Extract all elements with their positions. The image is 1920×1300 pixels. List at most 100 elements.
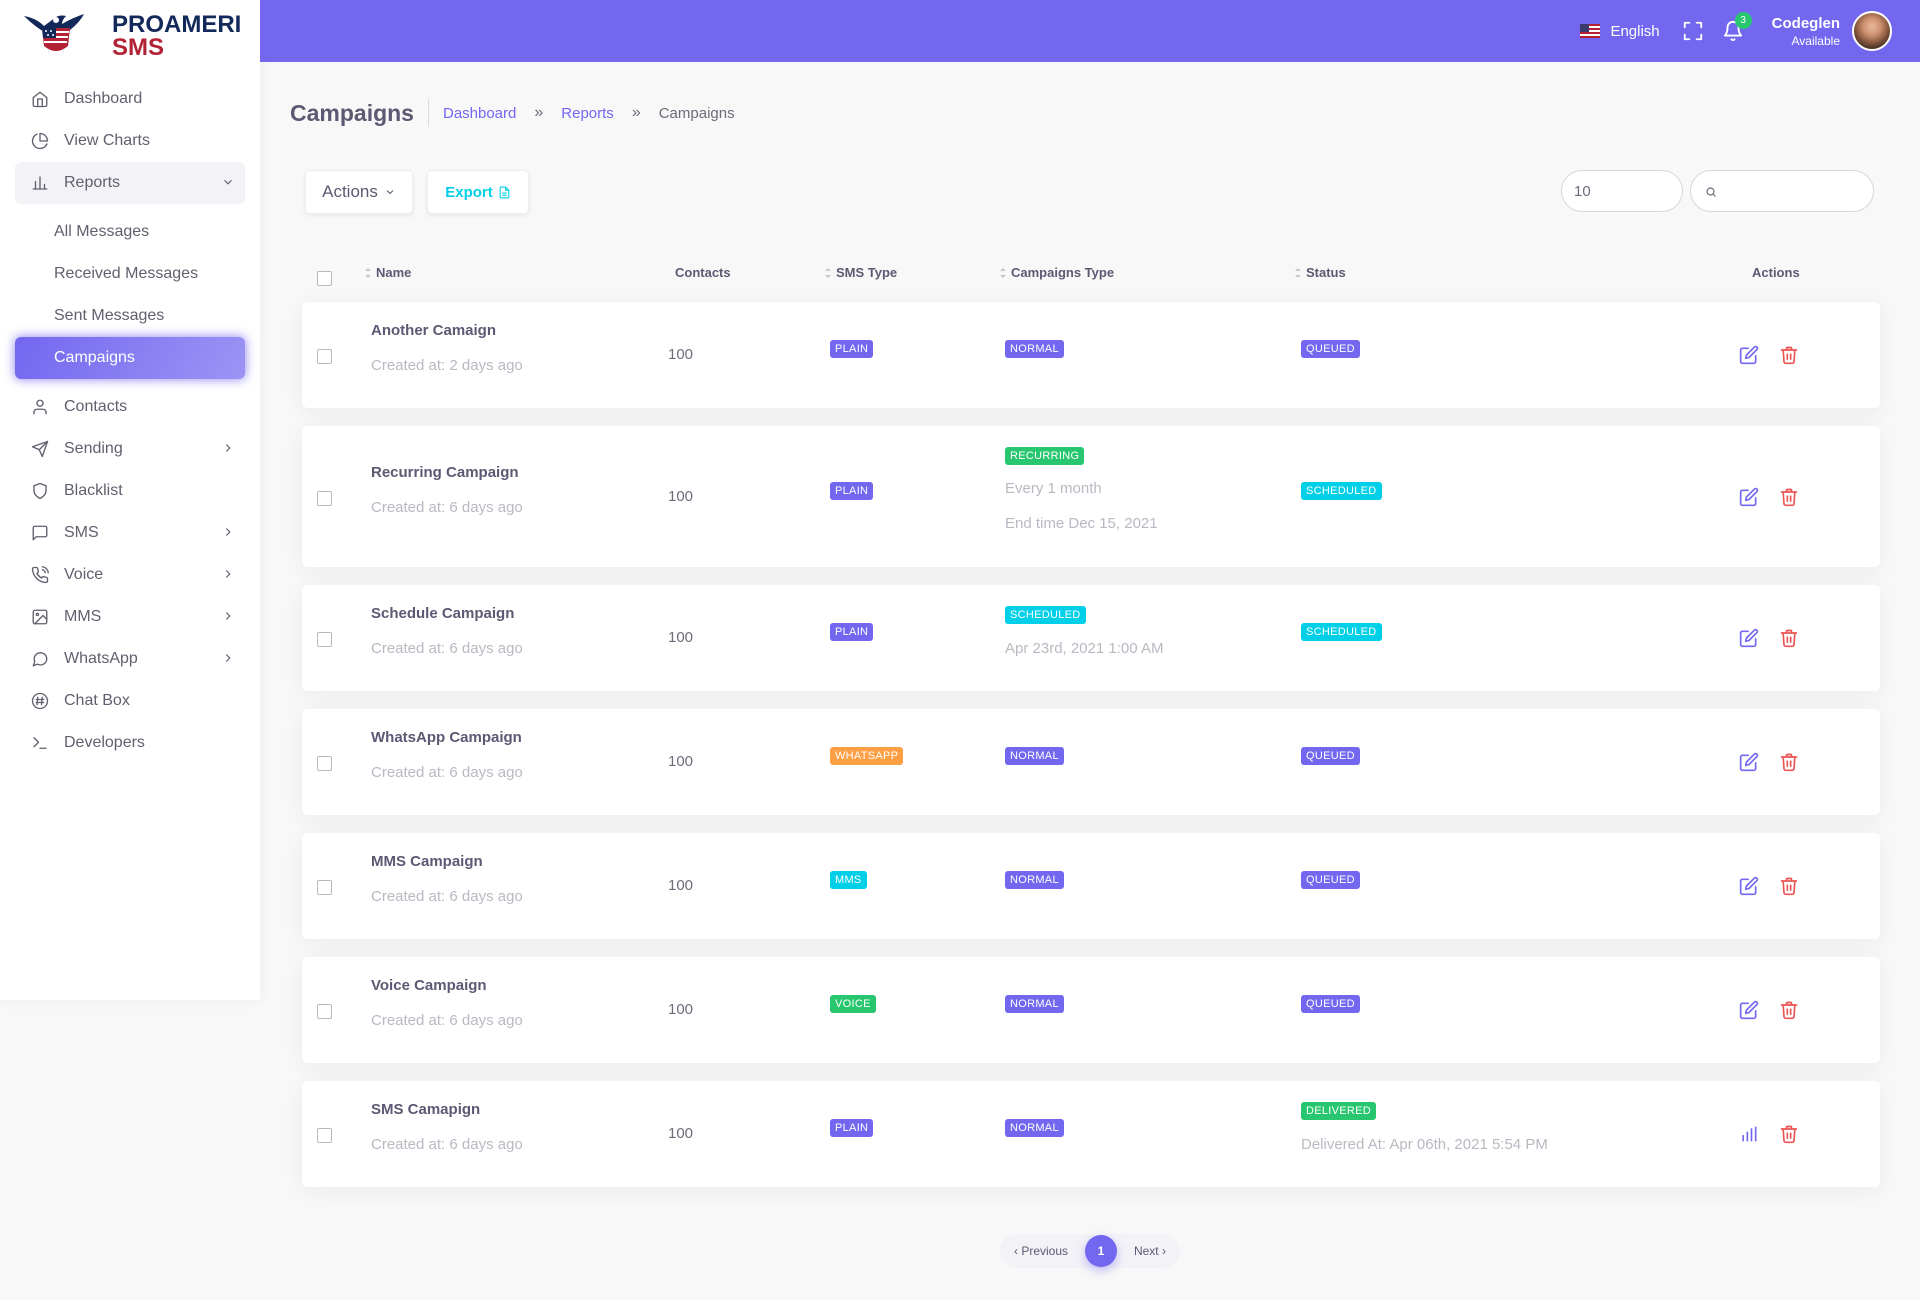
trash-icon[interactable] [1779,487,1799,507]
contacts-count: 100 [668,346,694,363]
sidebar-item-label: Sent Messages [54,307,165,324]
user-name: Codeglen [1771,14,1840,32]
page-number-current[interactable]: 1 [1085,1235,1117,1267]
sidebar-item-campaigns[interactable]: Campaigns [15,337,245,379]
reports-submenu: All Messages Received Messages Sent Mess… [15,211,245,379]
sidebar-item-contacts[interactable]: Contacts [15,386,245,428]
campaign-name[interactable]: WhatsApp Campaign [371,729,522,746]
status-badge: SCHEDULED [1301,623,1382,641]
eagle-flag-logo-icon: PROAMERICA SMS [24,11,242,56]
chevron-right-icon [221,651,235,665]
trash-icon[interactable] [1779,752,1799,772]
main-content: Campaigns Dashboard » Reports » Campaign… [290,62,1880,1268]
search-input[interactable] [1725,179,1865,203]
sidebar-item-whatsapp[interactable]: WhatsApp [15,638,245,680]
edit-icon[interactable] [1739,1000,1759,1020]
export-button[interactable]: Export [427,170,529,214]
table-header: Name Contacts SMS Type Campaigns Type St… [290,234,1880,302]
row-checkbox[interactable] [317,349,332,364]
select-all-checkbox[interactable] [317,271,332,286]
actions-dropdown-button[interactable]: Actions [305,170,413,214]
sort-icon [365,267,372,278]
edit-icon[interactable] [1739,628,1759,648]
created-at: Created at: 6 days ago [371,499,523,516]
column-header-campaigns-type[interactable]: Campaigns Type [1000,265,1114,280]
sidebar-item-all-messages[interactable]: All Messages [15,211,245,253]
column-header-contacts: Contacts [675,265,731,280]
created-at: Created at: 6 days ago [371,888,523,905]
user-menu[interactable]: Codeglen Available [1772,15,1840,48]
column-header-status[interactable]: Status [1295,265,1346,280]
message-circle-icon [30,649,50,669]
sidebar-item-label: WhatsApp [64,650,138,667]
table-row: SMS Camapign Created at: 6 days ago 100 … [302,1081,1880,1187]
search-icon [1706,187,1716,197]
column-header-sms-type[interactable]: SMS Type [825,265,897,280]
campaign-name[interactable]: SMS Camapign [371,1101,481,1118]
per-page-select[interactable] [1561,170,1683,212]
sms-type-badge: VOICE [830,995,876,1013]
campaign-name[interactable]: Another Camaign [371,322,497,339]
campaign-type-badge: SCHEDULED [1005,606,1086,624]
sidebar-item-sending[interactable]: Sending [15,428,245,470]
chevron-right-icon [221,567,235,581]
search-box[interactable] [1690,170,1874,212]
breadcrumb-dashboard[interactable]: Dashboard [442,104,517,122]
sidebar-item-blacklist[interactable]: Blacklist [15,470,245,512]
campaign-name[interactable]: Schedule Campaign [371,605,515,622]
breadcrumb: Dashboard » Reports » Campaigns [443,104,735,122]
breadcrumb-reports[interactable]: Reports [561,104,614,122]
pie-chart-icon [30,131,50,151]
phone-call-icon [30,565,50,585]
campaign-type-badge: RECURRING [1005,447,1085,465]
edit-icon[interactable] [1739,752,1759,772]
edit-icon[interactable] [1739,487,1759,507]
sidebar-item-reports[interactable]: Reports [15,162,245,204]
trash-icon[interactable] [1779,1000,1799,1020]
bar-chart-icon[interactable] [1739,1124,1759,1144]
bell-icon[interactable]: 3 [1722,12,1752,42]
row-checkbox[interactable] [317,880,332,895]
trash-icon[interactable] [1779,345,1799,365]
sms-type-badge: WHATSAPP [830,747,904,765]
row-checkbox[interactable] [317,632,332,647]
table-row: Recurring Campaign Created at: 6 days ag… [302,426,1880,567]
sidebar-item-sent-messages[interactable]: Sent Messages [15,295,245,337]
trash-icon[interactable] [1779,1124,1799,1144]
sidebar-item-developers[interactable]: Developers [15,722,245,764]
table-row: WhatsApp Campaign Created at: 6 days ago… [302,709,1880,815]
table-row: Schedule Campaign Created at: 6 days ago… [302,585,1880,691]
created-at: Created at: 6 days ago [371,1136,523,1153]
trash-icon[interactable] [1779,628,1799,648]
sidebar-item-sms[interactable]: SMS [15,512,245,554]
hash-icon [30,691,50,711]
column-header-name[interactable]: Name [365,265,411,280]
edit-icon[interactable] [1739,876,1759,896]
sidebar-item-chat-box[interactable]: Chat Box [15,680,245,722]
sidebar-item-voice[interactable]: Voice [15,554,245,596]
contacts-count: 100 [668,877,694,894]
language-switcher[interactable]: English [1580,23,1660,40]
contacts-count: 100 [668,1001,694,1018]
edit-icon[interactable] [1739,345,1759,365]
sidebar-item-dashboard[interactable]: Dashboard [15,78,245,120]
campaign-name[interactable]: Voice Campaign [371,977,487,994]
status-badge: DELIVERED [1301,1102,1377,1120]
top-navbar: English 3 Codeglen Available [260,0,1920,62]
brand-logo[interactable]: PROAMERICA SMS [0,0,260,62]
row-checkbox[interactable] [317,1128,332,1143]
next-page-button[interactable]: Next › [1133,1244,1166,1258]
campaign-name[interactable]: MMS Campaign [371,853,483,870]
sidebar-item-view-charts[interactable]: View Charts [15,120,245,162]
previous-page-button[interactable]: ‹ Previous [1014,1244,1069,1258]
campaign-type-badge: NORMAL [1005,340,1064,358]
campaign-name[interactable]: Recurring Campaign [371,464,519,481]
row-checkbox[interactable] [317,756,332,771]
avatar[interactable] [1852,11,1892,51]
fullscreen-icon[interactable] [1682,20,1704,42]
sidebar-item-mms[interactable]: MMS [15,596,245,638]
row-checkbox[interactable] [317,491,332,506]
trash-icon[interactable] [1779,876,1799,896]
row-checkbox[interactable] [317,1004,332,1019]
sidebar-item-received-messages[interactable]: Received Messages [15,253,245,295]
